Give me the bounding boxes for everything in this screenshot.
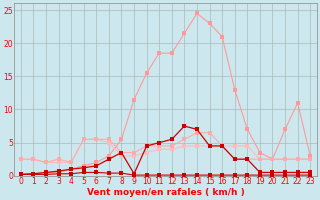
- X-axis label: Vent moyen/en rafales ( km/h ): Vent moyen/en rafales ( km/h ): [87, 188, 244, 197]
